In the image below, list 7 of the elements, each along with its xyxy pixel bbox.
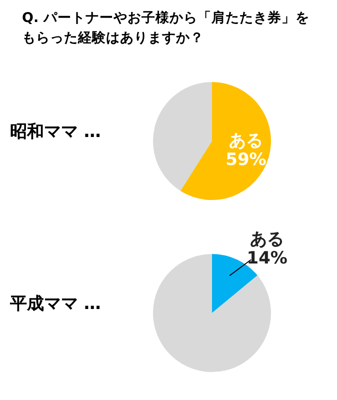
slice-label: ある — [250, 230, 284, 250]
chart-title: Q. パートナーやお子様から「肩たたき券」をもらった経験はありますか？ — [21, 9, 310, 48]
text: 平成ママ … — [10, 293, 101, 315]
slice-label: ある — [228, 130, 263, 151]
data-label: 14% — [246, 248, 288, 269]
data-label: 59% — [226, 150, 266, 170]
text: 昭和ママ … — [10, 121, 101, 143]
